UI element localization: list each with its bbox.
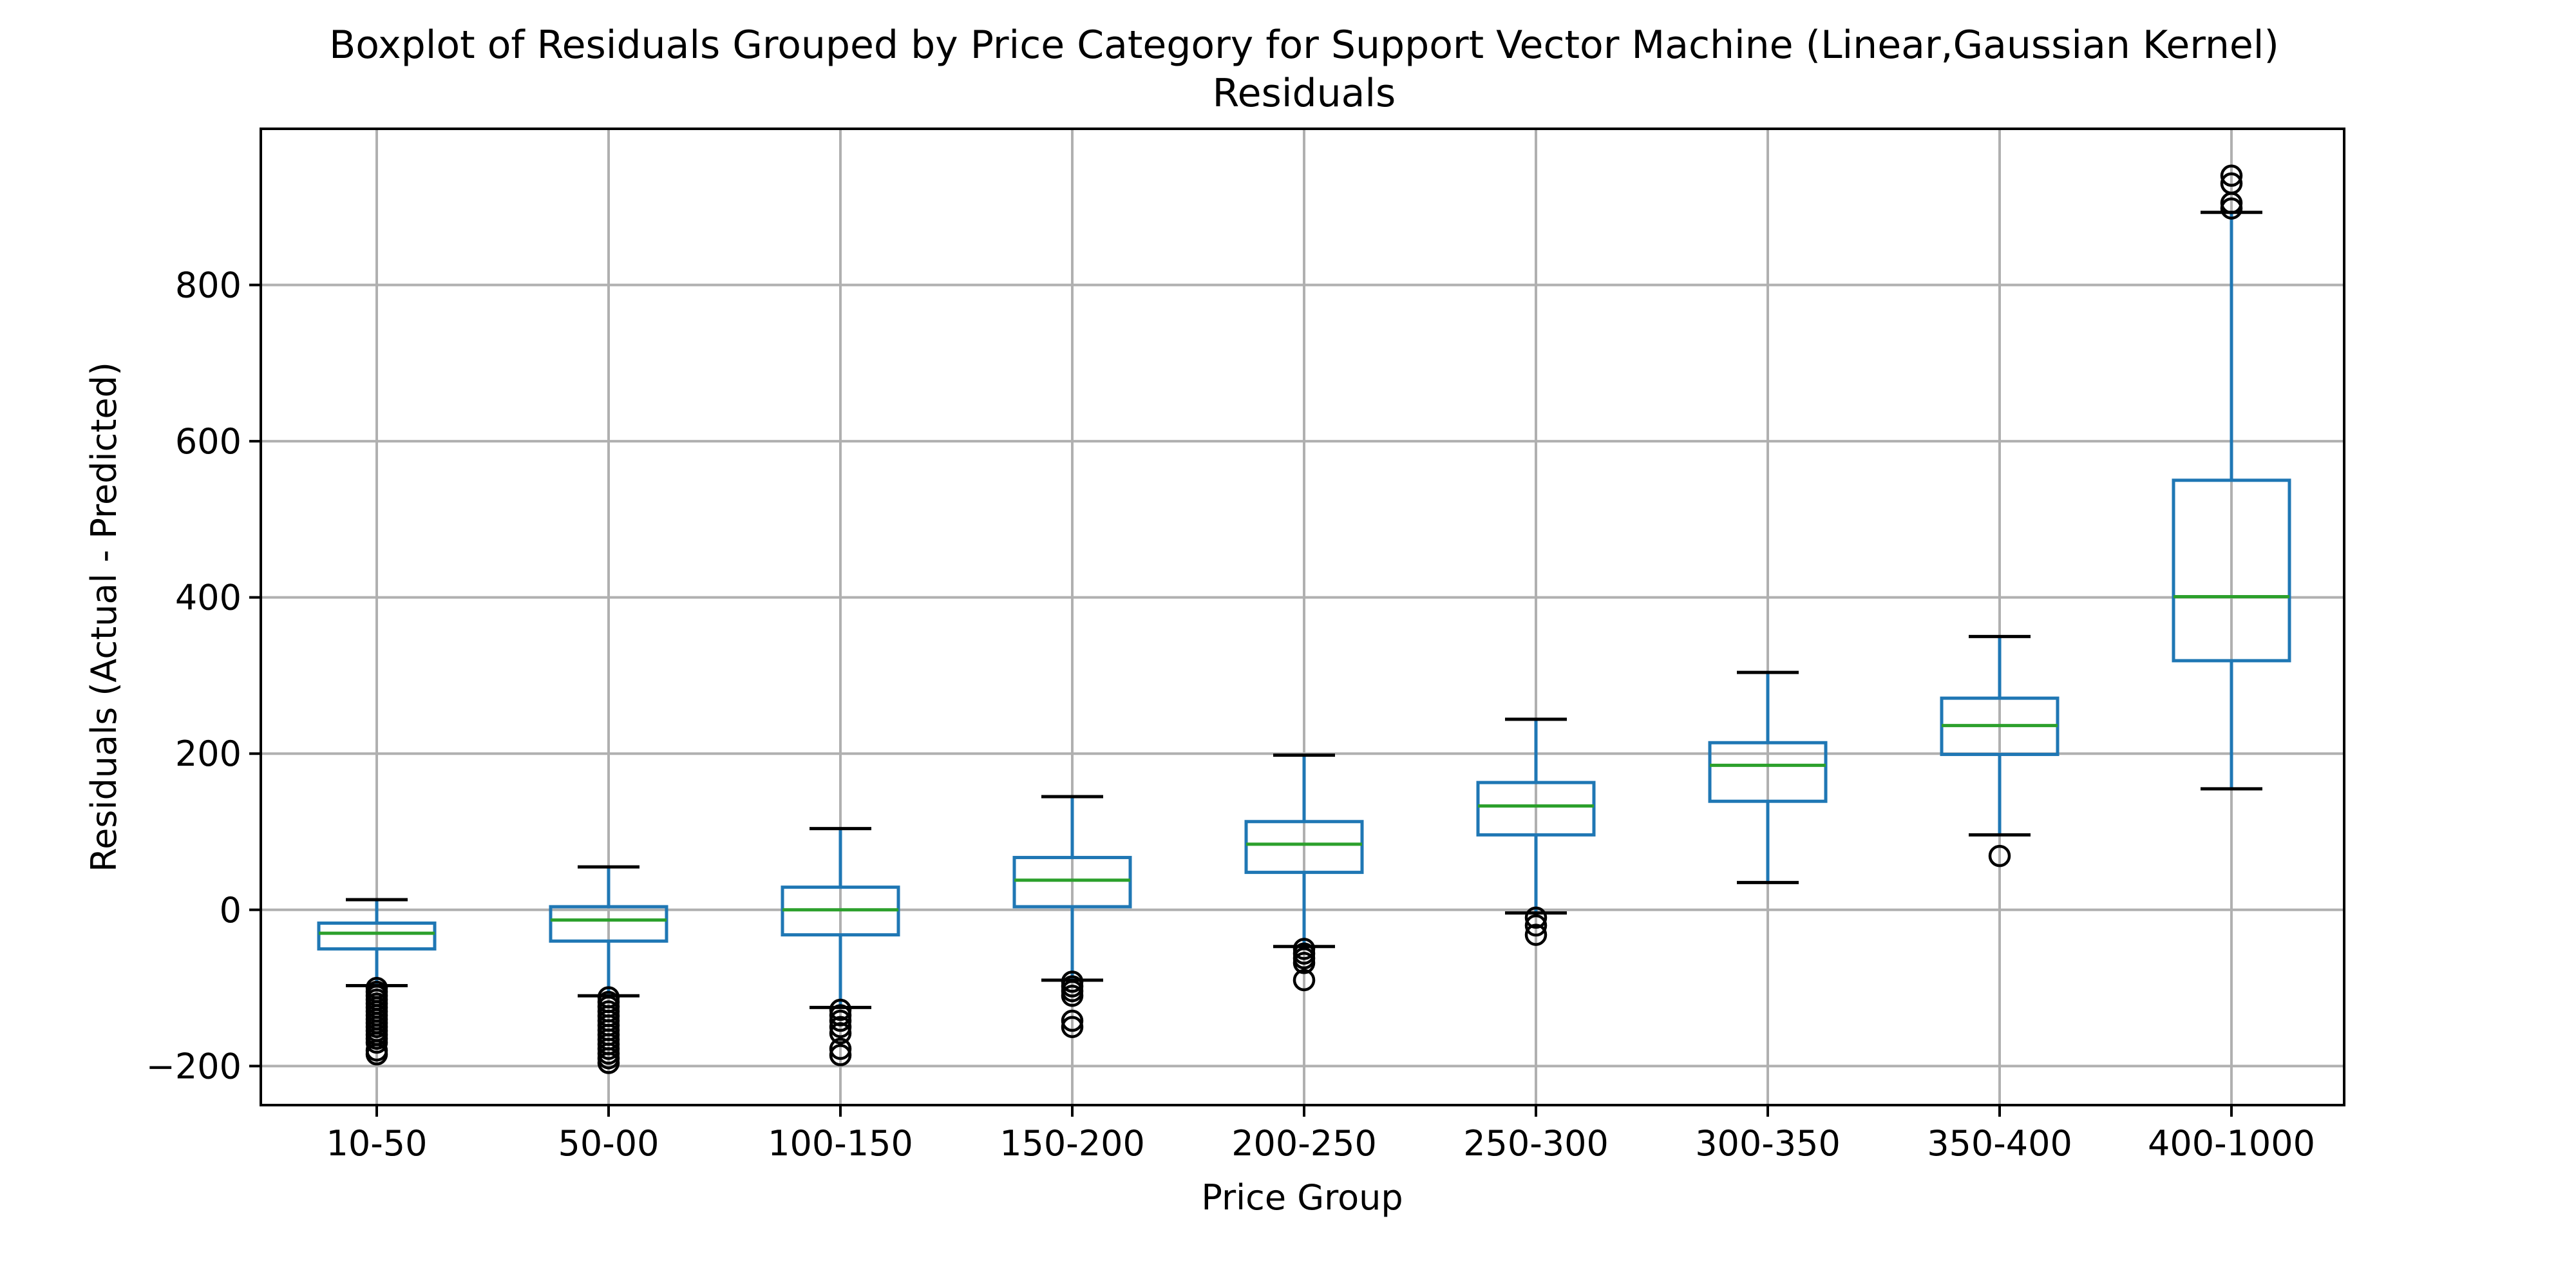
outlier-4-4 (1293, 969, 1316, 992)
y-tick-label-3: 400 (175, 578, 242, 618)
outlier-3-4 (1061, 1009, 1084, 1032)
iqr-box-0 (317, 921, 437, 951)
outlier-2-4 (829, 1022, 852, 1045)
x-tick-label-3: 150-200 (999, 1123, 1145, 1164)
outlier-0-16 (365, 1043, 388, 1066)
x-tick-label-4: 200-250 (1231, 1123, 1377, 1164)
outlier-2-6 (829, 1044, 852, 1066)
iqr-box-3 (1012, 856, 1132, 909)
iqr-box-1 (549, 905, 668, 943)
outlier-2-5 (829, 1037, 852, 1060)
iqr-box-8 (2172, 478, 2291, 663)
iqr-box-6 (1708, 741, 1828, 803)
x-tick-label-0: 10-50 (327, 1123, 428, 1164)
outlier-1-14 (597, 1052, 620, 1074)
box-group-7 (1940, 634, 2060, 867)
x-axis-label: Price Group (1201, 1177, 1403, 1218)
box-group-6 (1708, 670, 1828, 884)
grid-layer (261, 129, 2344, 1105)
box-group-1 (549, 865, 668, 1074)
x-tick-label-6: 300-350 (1695, 1123, 1841, 1164)
outlier-5-1 (1524, 914, 1548, 937)
outlier-3-5 (1061, 1016, 1084, 1038)
outlier-2-3 (829, 1016, 852, 1038)
y-tick-label-1: 0 (220, 890, 242, 931)
box-group-4 (1244, 753, 1364, 992)
x-tick-label-5: 250-300 (1463, 1123, 1609, 1164)
x-tick-label-8: 400-1000 (2148, 1123, 2315, 1164)
y-axis-label: Residuals (Actual - Predicted) (84, 362, 124, 872)
box-group-0 (317, 898, 437, 1066)
outlier-7-0 (1988, 844, 2011, 867)
axis-layer: −200 0 200 400 600 800 10-50 50-00 100-150 150-20… (146, 265, 2315, 1164)
chart-title: Boxplot of Residuals Grouped by Price Ca… (329, 23, 2279, 68)
box-layer (317, 164, 2291, 1074)
y-tick-label-0: −200 (146, 1046, 242, 1086)
box-group-5 (1476, 717, 1596, 946)
chart-subtitle: Residuals (1213, 71, 1396, 116)
outlier-8-2 (2220, 172, 2243, 195)
iqr-box-4 (1244, 820, 1364, 875)
plot-frame (260, 128, 2345, 1106)
outlier-3-3 (1061, 984, 1084, 1007)
y-tick-label-5: 800 (175, 265, 242, 306)
y-tick-label-2: 200 (175, 734, 242, 774)
box-group-3 (1012, 795, 1132, 1038)
outlier-8-3 (2220, 164, 2243, 187)
outlier-0-14 (365, 1031, 388, 1054)
y-tick-label-4: 600 (175, 421, 242, 462)
x-tick-label-7: 350-400 (1927, 1123, 2072, 1164)
box-group-2 (781, 827, 900, 1066)
outlier-2-2 (829, 1009, 852, 1032)
x-tick-label-2: 100-150 (768, 1123, 913, 1164)
outlier-4-3 (1293, 952, 1316, 974)
box-group-8 (2172, 164, 2291, 791)
x-tick-label-1: 50-00 (558, 1123, 659, 1164)
outlier-5-2 (1524, 923, 1548, 946)
outlier-5-0 (1524, 906, 1548, 929)
iqr-box-5 (1476, 781, 1596, 837)
